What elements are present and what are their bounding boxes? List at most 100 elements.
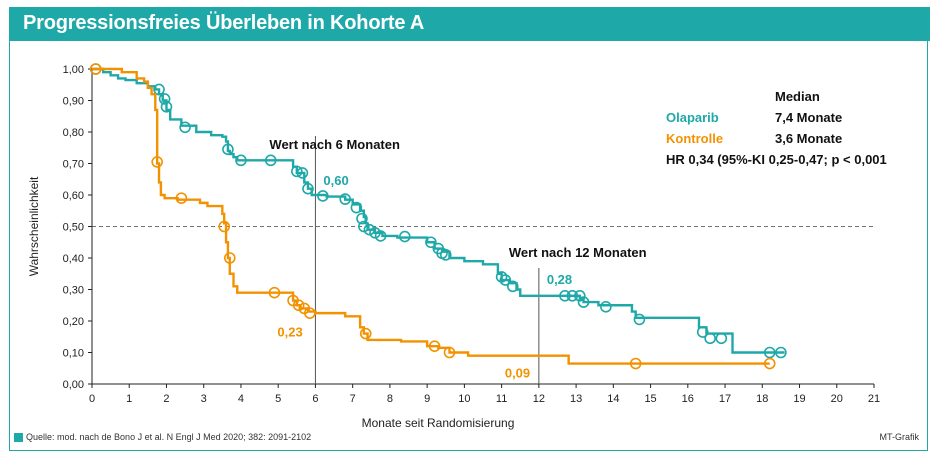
censor-mark-olaparib xyxy=(356,212,368,225)
legend-hazard-ratio: HR 0,34 (95%-KI 0,25-0,47; p < 0,001 xyxy=(666,152,887,167)
censor-mark-olaparib xyxy=(235,154,247,167)
x-tick-label: 21 xyxy=(868,393,880,405)
censor-mark-kontrolle xyxy=(268,286,281,299)
x-tick-label: 2 xyxy=(163,393,169,405)
annotation-label: Wert nach 12 Monaten xyxy=(509,245,647,260)
censor-mark-olaparib xyxy=(506,280,519,293)
legend-series-name: Kontrolle xyxy=(666,131,723,146)
y-tick-label: 0,20 xyxy=(63,316,84,328)
x-tick-label: 0 xyxy=(89,393,95,405)
x-tick-label: 13 xyxy=(570,393,582,405)
x-tick-label: 9 xyxy=(424,393,430,405)
value-label: 0,28 xyxy=(547,272,572,287)
y-tick-label: 1,00 xyxy=(63,64,84,76)
x-tick-label: 3 xyxy=(201,393,207,405)
x-tick-label: 17 xyxy=(719,393,731,405)
annotation-label: Wert nach 6 Monaten xyxy=(269,137,400,152)
source-square-icon xyxy=(14,433,23,442)
x-tick-label: 12 xyxy=(533,393,545,405)
legend-median-value: 7,4 Monate xyxy=(775,110,842,125)
censor-mark-olaparib xyxy=(358,220,370,233)
censor-mark-kontrolle xyxy=(292,299,305,312)
legend-header: Median xyxy=(775,89,820,104)
censor-mark-olaparib xyxy=(153,83,165,96)
censor-mark-olaparib xyxy=(302,182,314,195)
y-tick-label: 0,00 xyxy=(63,379,84,391)
censor-mark-olaparib xyxy=(160,101,173,113)
x-tick-label: 1 xyxy=(126,393,132,405)
censor-mark-olaparib xyxy=(704,332,716,345)
y-tick-label: 0,40 xyxy=(63,253,84,265)
x-tick-label: 4 xyxy=(238,393,244,405)
censor-mark-kontrolle xyxy=(223,252,236,264)
y-axis-label: Wahrscheinlichkeit xyxy=(27,176,41,276)
x-tick-label: 19 xyxy=(793,393,805,405)
censor-mark-olaparib xyxy=(566,289,579,302)
censor-mark-olaparib xyxy=(264,154,277,167)
censor-mark-olaparib xyxy=(696,326,709,338)
censor-mark-olaparib xyxy=(600,301,612,313)
censor-mark-olaparib xyxy=(499,274,512,286)
censor-mark-kontrolle xyxy=(443,346,456,359)
censor-mark-olaparib xyxy=(439,249,452,261)
chart-title: Progressionsfreies Überleben in Kohorte … xyxy=(23,12,425,34)
censor-mark-olaparib xyxy=(296,167,309,179)
censor-mark-olaparib xyxy=(559,289,571,302)
censor-mark-olaparib xyxy=(495,271,508,283)
x-tick-label: 8 xyxy=(387,393,393,405)
y-tick-label: 0,10 xyxy=(63,348,84,360)
censor-mark-olaparib xyxy=(363,223,376,236)
censor-mark-kontrolle xyxy=(304,307,316,319)
value-label: 0,60 xyxy=(323,173,348,188)
censor-mark-kontrolle xyxy=(763,357,776,370)
censor-mark-olaparib xyxy=(369,227,381,239)
source-note: Quelle: mod. nach de Bono J et al. N Eng… xyxy=(26,432,312,442)
value-label: 0,09 xyxy=(505,366,530,381)
censor-mark-olaparib xyxy=(179,121,191,134)
y-tick-label: 0,70 xyxy=(63,159,84,171)
censor-mark-kontrolle xyxy=(629,357,642,370)
censor-mark-olaparib xyxy=(291,165,303,178)
y-tick-label: 0,60 xyxy=(63,190,84,202)
censor-mark-olaparib xyxy=(775,346,787,359)
title-banner: Progressionsfreies Überleben in Kohorte … xyxy=(9,7,930,41)
censor-mark-olaparib xyxy=(574,289,586,302)
censor-mark-olaparib xyxy=(350,201,363,214)
series-line-olaparib xyxy=(92,67,785,354)
censor-mark-olaparib xyxy=(339,193,352,205)
censor-mark-olaparib xyxy=(158,93,171,105)
x-tick-label: 15 xyxy=(644,393,656,405)
censor-mark-olaparib xyxy=(633,313,646,326)
x-tick-label: 20 xyxy=(831,393,843,405)
legend-series-name: Olaparib xyxy=(666,110,719,125)
chart-frame xyxy=(9,41,928,451)
x-tick-label: 18 xyxy=(756,393,768,405)
censor-mark-olaparib xyxy=(222,143,234,156)
x-tick-label: 10 xyxy=(458,393,470,405)
x-tick-label: 16 xyxy=(682,393,694,405)
censor-mark-olaparib xyxy=(763,346,776,359)
x-tick-label: 14 xyxy=(607,393,619,405)
censor-mark-olaparib xyxy=(715,332,728,345)
x-tick-label: 6 xyxy=(312,393,318,405)
censor-mark-kontrolle xyxy=(428,340,441,353)
credit-note: MT-Grafik xyxy=(879,432,920,442)
censor-mark-kontrolle xyxy=(175,192,188,204)
censor-mark-olaparib xyxy=(317,190,329,202)
censor-mark-kontrolle xyxy=(359,327,372,340)
censor-mark-kontrolle xyxy=(151,156,163,168)
censor-mark-olaparib xyxy=(374,230,387,242)
censor-mark-kontrolle xyxy=(218,220,230,233)
x-tick-label: 5 xyxy=(275,393,281,405)
legend-median-value: 3,6 Monate xyxy=(775,131,842,146)
censor-mark-olaparib xyxy=(577,296,590,308)
x-axis-label: Monate seit Randomisierung xyxy=(362,416,515,430)
y-tick-label: 0,90 xyxy=(63,96,84,108)
series-line-kontrolle xyxy=(92,67,770,365)
y-tick-label: 0,80 xyxy=(63,127,84,139)
x-tick-label: 11 xyxy=(496,393,507,405)
censor-mark-olaparib xyxy=(398,230,411,243)
censor-mark-kontrolle xyxy=(89,63,102,75)
y-tick-label: 0,30 xyxy=(63,285,84,297)
